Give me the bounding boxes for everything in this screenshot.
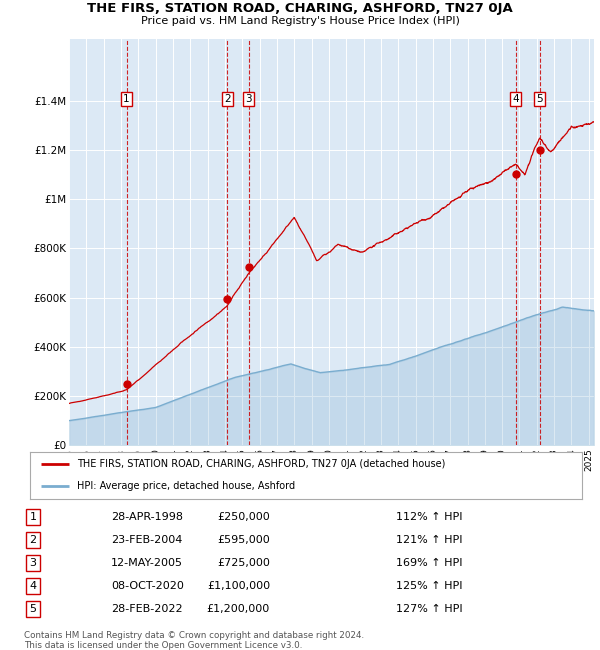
Text: 169% ↑ HPI: 169% ↑ HPI [396, 558, 463, 568]
Text: 4: 4 [29, 581, 37, 591]
Text: 1: 1 [123, 94, 130, 104]
Text: 127% ↑ HPI: 127% ↑ HPI [396, 604, 463, 614]
Text: 2: 2 [29, 535, 37, 545]
Text: 3: 3 [29, 558, 37, 568]
Text: This data is licensed under the Open Government Licence v3.0.: This data is licensed under the Open Gov… [24, 641, 302, 650]
Text: THE FIRS, STATION ROAD, CHARING, ASHFORD, TN27 0JA: THE FIRS, STATION ROAD, CHARING, ASHFORD… [87, 2, 513, 15]
Text: £595,000: £595,000 [217, 535, 270, 545]
Text: £250,000: £250,000 [217, 512, 270, 521]
Text: 28-FEB-2022: 28-FEB-2022 [111, 604, 182, 614]
Text: 12-MAY-2005: 12-MAY-2005 [111, 558, 183, 568]
Text: 1: 1 [29, 512, 37, 521]
Text: 112% ↑ HPI: 112% ↑ HPI [396, 512, 463, 521]
Text: 23-FEB-2004: 23-FEB-2004 [111, 535, 182, 545]
Text: 5: 5 [29, 604, 37, 614]
Text: HPI: Average price, detached house, Ashford: HPI: Average price, detached house, Ashf… [77, 481, 295, 491]
Text: 3: 3 [245, 94, 252, 104]
Text: £725,000: £725,000 [217, 558, 270, 568]
Text: Contains HM Land Registry data © Crown copyright and database right 2024.: Contains HM Land Registry data © Crown c… [24, 630, 364, 640]
Text: THE FIRS, STATION ROAD, CHARING, ASHFORD, TN27 0JA (detached house): THE FIRS, STATION ROAD, CHARING, ASHFORD… [77, 460, 445, 469]
Text: 5: 5 [536, 94, 543, 104]
Text: 08-OCT-2020: 08-OCT-2020 [111, 581, 184, 591]
Text: 121% ↑ HPI: 121% ↑ HPI [396, 535, 463, 545]
Text: 28-APR-1998: 28-APR-1998 [111, 512, 183, 521]
Text: 4: 4 [512, 94, 519, 104]
Text: £1,200,000: £1,200,000 [207, 604, 270, 614]
Text: 2: 2 [224, 94, 230, 104]
Text: 125% ↑ HPI: 125% ↑ HPI [396, 581, 463, 591]
Text: Price paid vs. HM Land Registry's House Price Index (HPI): Price paid vs. HM Land Registry's House … [140, 16, 460, 25]
Text: £1,100,000: £1,100,000 [207, 581, 270, 591]
